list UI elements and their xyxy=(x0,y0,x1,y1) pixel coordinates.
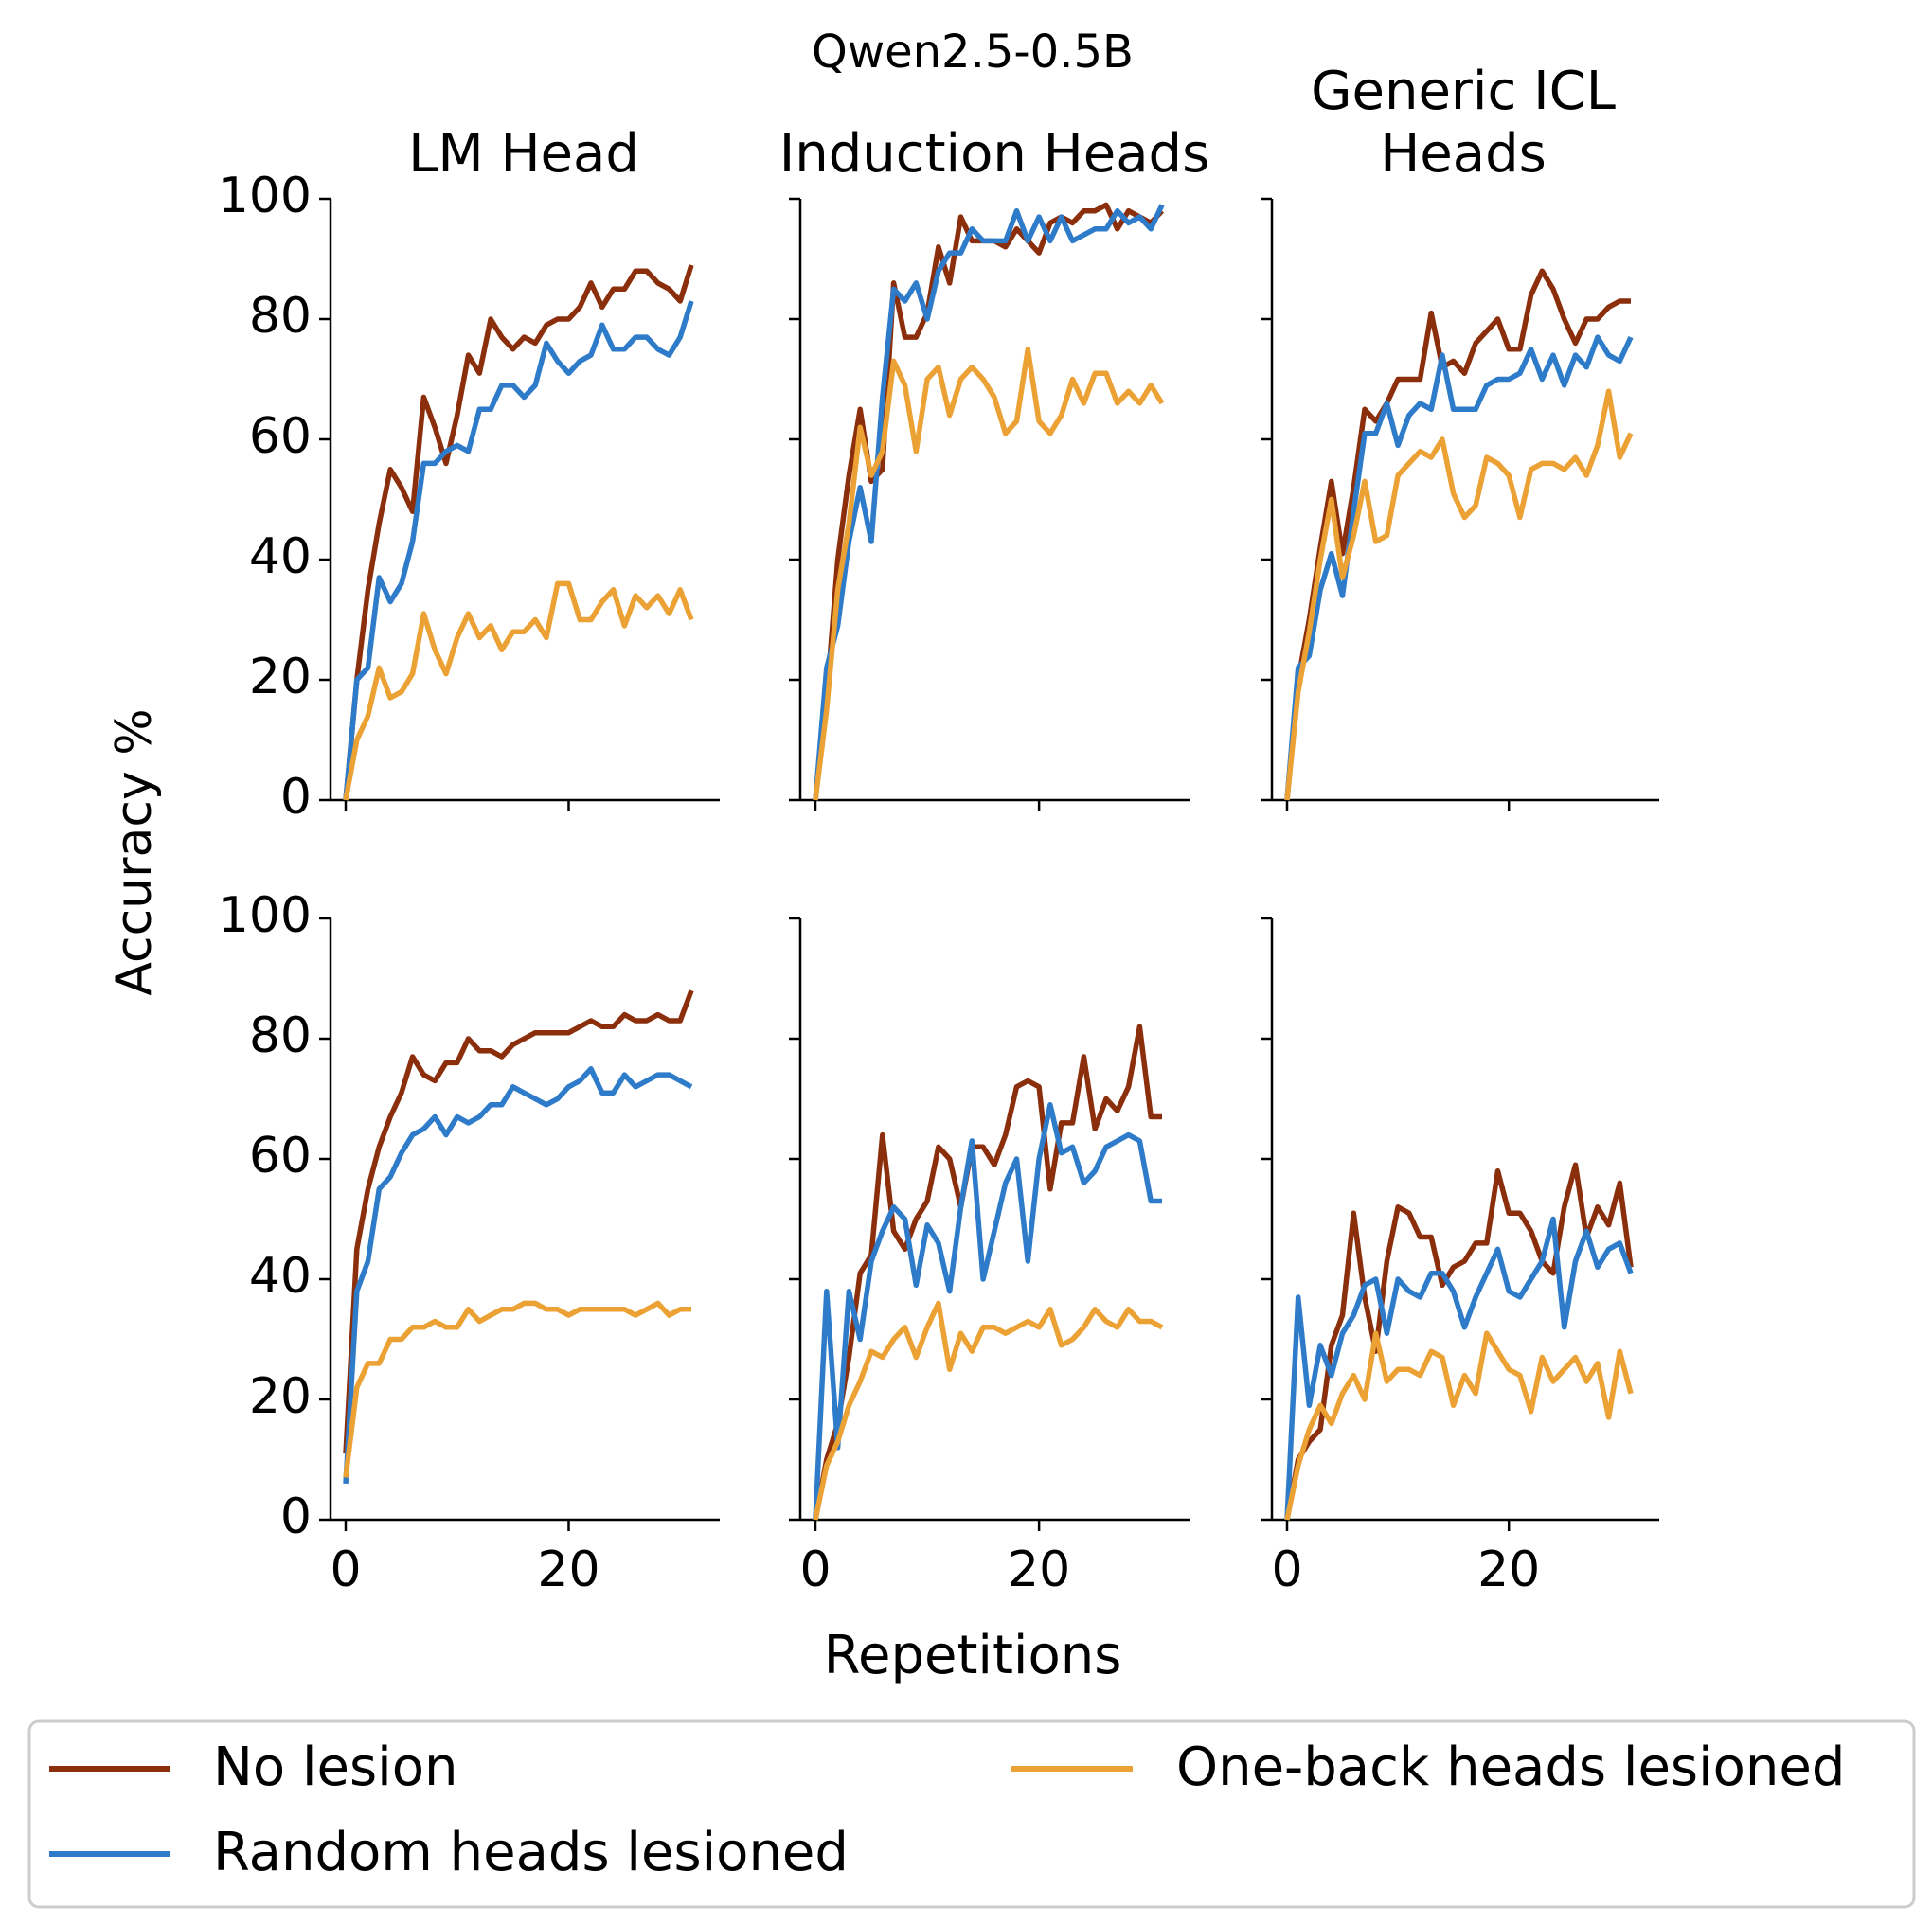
x-tick-label: 20 xyxy=(537,1541,599,1598)
y-tick-label: 40 xyxy=(249,528,312,585)
series-line-random-heads-lesioned xyxy=(813,1102,1162,1521)
series-line-one-back-heads-lesioned xyxy=(343,1300,691,1478)
panel-top-lm-head: 0 20 40 60 80 100 xyxy=(218,168,720,826)
y-tick-label: 60 xyxy=(249,408,312,465)
y-tick-label: 60 xyxy=(249,1128,312,1185)
series-line-no-lesion xyxy=(343,264,694,801)
column-title-lm-head: LM Head xyxy=(408,123,639,185)
series-line-random-heads-lesioned xyxy=(813,204,1165,801)
y-tick-label: 20 xyxy=(249,649,312,705)
legend-entry-no-lesion: No lesion xyxy=(49,1737,457,1798)
panel-bottom-lm-head: 0 20 40 60 80 100 0 20 xyxy=(218,887,720,1598)
y-tick-label: 100 xyxy=(218,168,312,224)
y-tick-label: 40 xyxy=(249,1248,312,1305)
y-tick-label: 0 xyxy=(280,1488,312,1545)
y-tick-label: 0 xyxy=(280,769,312,826)
legend-entry-random-heads-lesioned: Random heads lesioned xyxy=(49,1822,849,1883)
panel-bottom-induction-heads: 0 20 xyxy=(789,917,1190,1598)
series-line-no-lesion xyxy=(1284,1162,1634,1521)
series-line-one-back-heads-lesioned xyxy=(1284,388,1634,801)
series-line-no-lesion xyxy=(813,202,1165,801)
legend-entry-one-back-heads-lesioned: One-back heads lesioned xyxy=(1011,1737,1845,1798)
legend-label: No lesion xyxy=(213,1737,457,1798)
y-axis-label: Accuracy % xyxy=(106,708,163,995)
x-tick-label: 0 xyxy=(1271,1541,1302,1598)
series-line-no-lesion xyxy=(1284,268,1631,801)
x-tick-label: 0 xyxy=(330,1541,361,1598)
column-title-line: Generic ICL xyxy=(1311,61,1616,122)
legend: No lesion Random heads lesioned One-back… xyxy=(27,1719,1916,1909)
y-tick-label: 80 xyxy=(249,1007,312,1064)
x-tick-label: 20 xyxy=(1008,1541,1070,1598)
series-line-no-lesion xyxy=(813,1024,1162,1521)
panel-top-generic-icl-heads xyxy=(1261,197,1659,811)
series-line-one-back-heads-lesioned xyxy=(1284,1330,1634,1521)
x-tick-label: 20 xyxy=(1477,1541,1540,1598)
column-title-text: Induction Heads xyxy=(779,123,1210,185)
y-tick-label: 20 xyxy=(249,1368,312,1425)
legend-frame xyxy=(27,1719,1916,1909)
legend-label: One-back heads lesioned xyxy=(1176,1737,1845,1798)
panel-bottom-generic-icl-heads: 0 20 xyxy=(1261,917,1659,1598)
y-tick-label: 100 xyxy=(218,887,312,944)
series-line-random-heads-lesioned xyxy=(1284,334,1634,801)
panels: 0 20 40 60 80 100 0 20 40 60 80 100 0 20 0 20 0 20 xyxy=(218,168,1659,1598)
series-line-one-back-heads-lesioned xyxy=(343,580,694,801)
series-line-one-back-heads-lesioned xyxy=(813,347,1165,801)
x-tick-label: 0 xyxy=(799,1541,831,1598)
series-line-random-heads-lesioned xyxy=(343,1066,693,1485)
column-title-induction-heads: Induction Heads xyxy=(779,123,1210,185)
series-line-no-lesion xyxy=(343,989,694,1454)
x-axis-label: Repetitions xyxy=(824,1625,1122,1686)
column-title-text: LM Head xyxy=(408,123,639,185)
series-line-random-heads-lesioned xyxy=(1284,1216,1634,1521)
y-tick-label: 80 xyxy=(249,288,312,345)
figure-title: Qwen2.5-0.5B xyxy=(812,26,1134,79)
column-title-line: Heads xyxy=(1380,123,1547,185)
legend-label: Random heads lesioned xyxy=(213,1822,849,1883)
series-line-random-heads-lesioned xyxy=(343,300,694,801)
panel-top-induction-heads xyxy=(789,197,1190,811)
series-line-one-back-heads-lesioned xyxy=(813,1300,1164,1521)
